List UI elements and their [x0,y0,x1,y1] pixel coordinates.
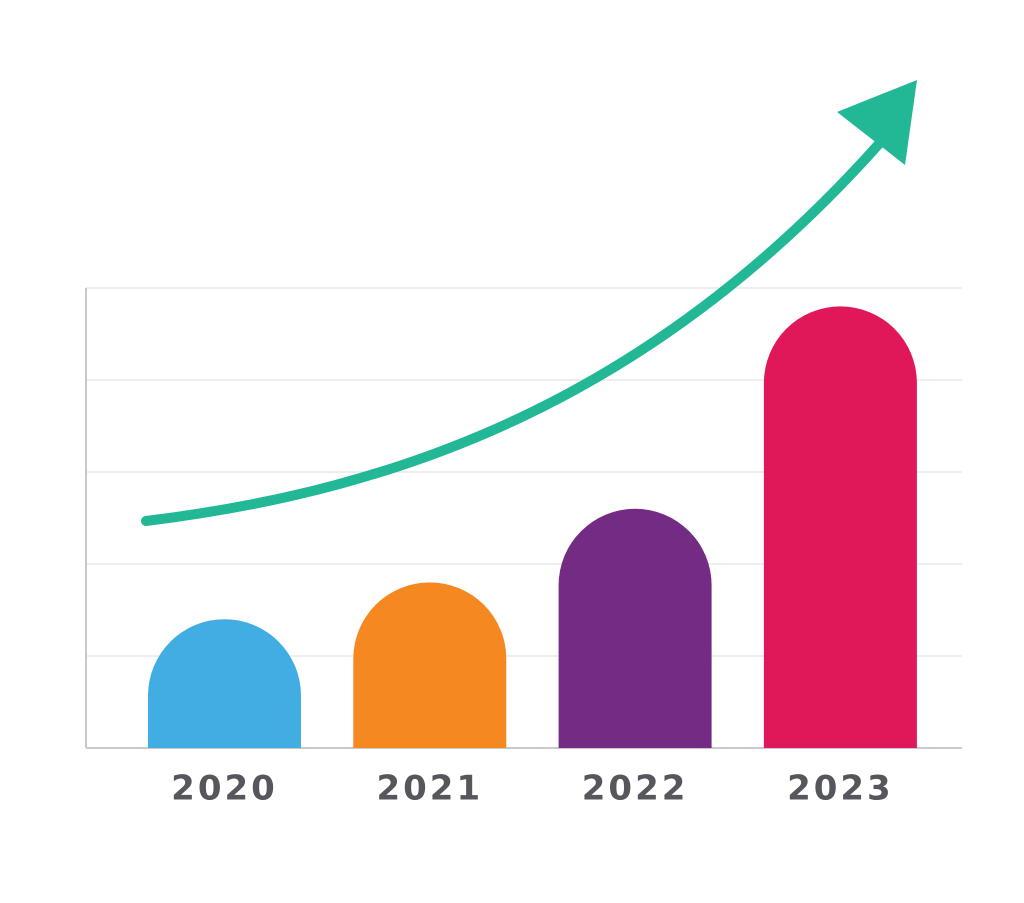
bars [148,306,917,748]
x-tick-label: 2021 [376,769,483,809]
x-tick-label: 2023 [787,769,894,809]
bar [558,508,712,748]
arrow-head [837,80,917,165]
bar [148,619,301,748]
bar [763,306,917,748]
x-tick-label: 2020 [171,769,278,809]
x-tick-label: 2022 [582,769,689,809]
bar [353,582,507,748]
trend-arrow [141,140,883,526]
